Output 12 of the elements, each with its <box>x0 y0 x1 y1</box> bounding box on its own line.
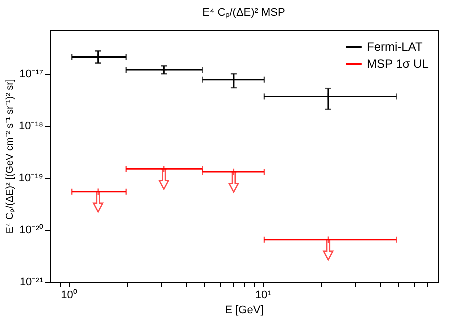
y-tick-label: 10⁻¹⁹ <box>18 172 44 184</box>
x-tick-label: 10⁰ <box>61 288 78 302</box>
legend-label: MSP 1σ UL <box>367 57 430 71</box>
x-axis-title: E [GeV] <box>225 304 264 316</box>
y-axis-title: E⁴ Cₚ/(ΔE)² [(GeV cm⁻² s⁻¹ sr⁻¹)² sr] <box>4 79 16 234</box>
y-tick-label: 10⁻¹⁸ <box>18 120 44 132</box>
y-tick-label: 10⁻²¹ <box>20 276 44 288</box>
y-tick-label: 10⁻¹⁷ <box>20 68 44 80</box>
y-tick-label: 10⁻²⁰ <box>20 223 44 236</box>
legend-label: Fermi-LAT <box>367 40 424 54</box>
chart-title: E⁴ Cₚ/(ΔE)² MSP <box>202 7 286 19</box>
x-tick-label: 10¹ <box>255 290 272 302</box>
